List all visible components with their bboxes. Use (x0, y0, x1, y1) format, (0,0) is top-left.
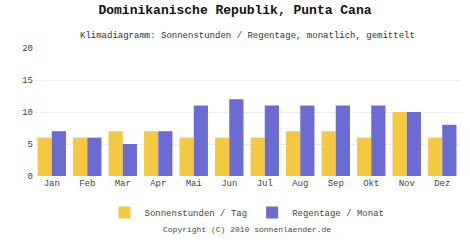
svg-text:15: 15 (22, 76, 33, 86)
svg-text:Feb: Feb (79, 179, 95, 189)
svg-text:Jul: Jul (257, 179, 273, 189)
svg-text:Jun: Jun (221, 179, 237, 189)
svg-text:20: 20 (22, 44, 33, 54)
svg-text:5: 5 (28, 140, 33, 150)
svg-text:Mar: Mar (115, 179, 131, 189)
svg-text:Jan: Jan (44, 179, 60, 189)
svg-text:Okt: Okt (363, 179, 379, 189)
svg-text:Regentage / Monat: Regentage / Monat (292, 209, 384, 219)
svg-text:Dominikanische Republik, Punta: Dominikanische Republik, Punta Cana (98, 3, 371, 18)
svg-text:Sonnenstunden / Tag: Sonnenstunden / Tag (145, 209, 248, 219)
svg-text:0: 0 (28, 172, 33, 182)
svg-text:10: 10 (22, 108, 33, 118)
svg-text:Copyright (C) 2010 sonnenlaend: Copyright (C) 2010 sonnenlaender.de (163, 225, 331, 234)
svg-text:Apr: Apr (150, 179, 166, 189)
svg-text:Klimadiagramm: Sonnenstunden /: Klimadiagramm: Sonnenstunden / Regentage… (80, 31, 415, 41)
svg-text:Aug: Aug (292, 179, 308, 189)
svg-text:Sep: Sep (328, 179, 344, 189)
svg-text:Nov: Nov (399, 179, 416, 189)
svg-text:Mai: Mai (186, 179, 202, 189)
svg-text:Dez: Dez (434, 179, 450, 189)
